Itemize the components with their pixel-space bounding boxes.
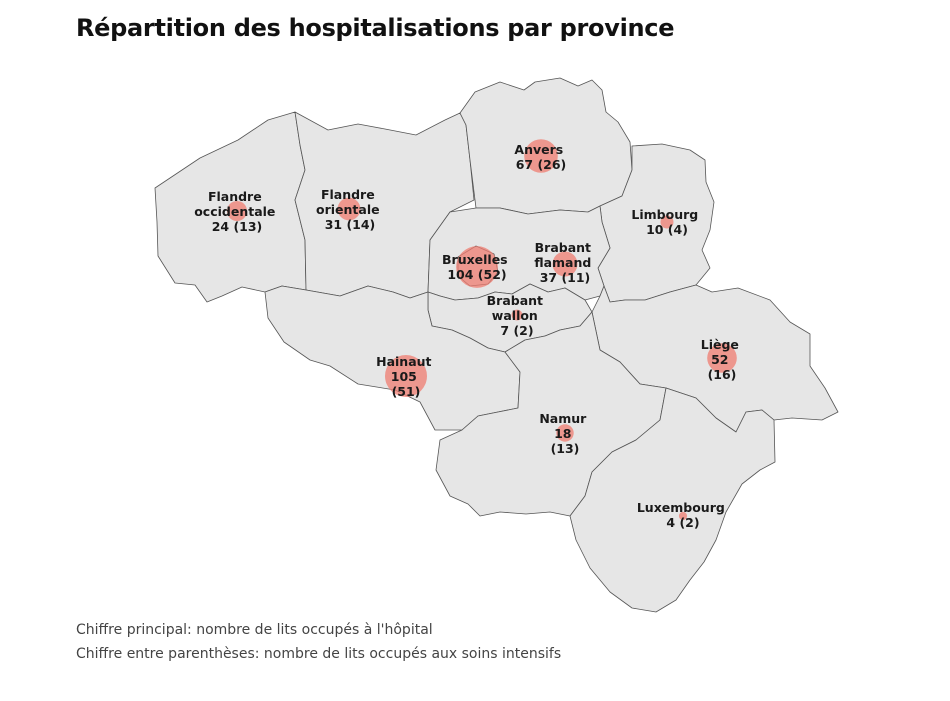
bubble-flandre-orientale (337, 197, 361, 221)
label-flandre-orientale-value: 31 (14) (325, 217, 376, 232)
label-namur: Namur 18 (13) (539, 411, 590, 456)
label-anvers-line-1: Anvers (514, 142, 563, 157)
label-hainaut-line-1: Hainaut (376, 354, 431, 369)
label-brabant-flamand-value: 37 (11) (540, 270, 591, 285)
label-flandre-occidentale-line-2: occidentale (194, 204, 275, 219)
label-luxembourg-line-1: Luxembourg (637, 500, 725, 515)
bubble-brabant-flamand (552, 251, 578, 277)
bubble-hainaut (385, 355, 427, 397)
label-flandre-orientale-line-1: Flandre (321, 187, 375, 202)
label-bruxelles-value: 104 (52) (447, 267, 506, 282)
bubble-liege (707, 343, 737, 373)
note-parenthesis-figure: Chiffre entre parenthèses: nombre de lit… (76, 646, 562, 662)
label-anvers: Anvers 67 (26) (514, 142, 567, 172)
label-luxembourg-value: 4 (2) (666, 515, 699, 530)
label-bruxelles-line-1: Bruxelles (442, 252, 508, 267)
bubble-namur (556, 424, 574, 442)
label-flandre-occidentale-line-1: Flandre (208, 189, 262, 204)
legend-notes: Chiffre principal: nombre de lits occupé… (76, 618, 561, 666)
label-anvers-value: 67 (26) (516, 157, 567, 172)
map-title: Répartition des hospitalisations par pro… (76, 14, 675, 42)
note-primary-figure: Chiffre principal: nombre de lits occupé… (76, 622, 433, 638)
bubble-bruxelles (456, 246, 498, 288)
label-luxembourg: Luxembourg 4 (2) (637, 500, 729, 530)
label-brabant-wallon-value: 7 (2) (500, 323, 533, 338)
label-brabant-flamand: Brabant flamand 37 (11) (534, 240, 595, 285)
label-limbourg-line-1: Limbourg (631, 207, 698, 222)
label-liege: Liège 52 (16) (701, 337, 744, 382)
bubble-brabant-wallon (511, 309, 523, 321)
label-liege-line-1: Liège (701, 337, 739, 352)
bubble-anvers (524, 139, 558, 173)
label-brabant-flamand-line-2: flamand (534, 255, 591, 270)
bubble-flandre-occidentale (227, 201, 247, 221)
label-flandre-orientale: Flandre orientale 31 (14) (316, 187, 384, 232)
label-flandre-occidentale: Flandre occidentale 24 (13) (194, 189, 280, 234)
bubble-layer (227, 139, 737, 521)
label-hainaut-icu: (51) (392, 384, 421, 399)
label-hainaut-value: 105 (391, 369, 417, 384)
label-brabant-wallon: Brabant wallon 7 (2) (487, 293, 548, 338)
label-namur-value: 18 (554, 426, 571, 441)
province-labels: Flandre occidentale 24 (13) Flandre orie… (194, 142, 744, 530)
label-limbourg: Limbourg 10 (4) (631, 207, 702, 237)
province-luxembourg[interactable] (569, 387, 776, 613)
label-hainaut: Hainaut 105 (51) (376, 354, 436, 399)
label-brabant-wallon-line-1: Brabant (487, 293, 543, 308)
label-bruxelles: Bruxelles 104 (52) (442, 252, 512, 282)
label-liege-icu: (16) (708, 367, 737, 382)
label-flandre-occidentale-value: 24 (13) (212, 219, 263, 234)
label-flandre-orientale-line-2: orientale (316, 202, 380, 217)
bubble-limbourg (660, 215, 674, 229)
label-namur-line-1: Namur (539, 411, 587, 426)
label-liege-value: 52 (711, 352, 728, 367)
label-brabant-flamand-line-1: Brabant (535, 240, 591, 255)
label-namur-icu: (13) (551, 441, 580, 456)
label-brabant-wallon-line-2: wallon (492, 308, 538, 323)
label-limbourg-value: 10 (4) (646, 222, 688, 237)
bubble-luxembourg (678, 511, 688, 521)
